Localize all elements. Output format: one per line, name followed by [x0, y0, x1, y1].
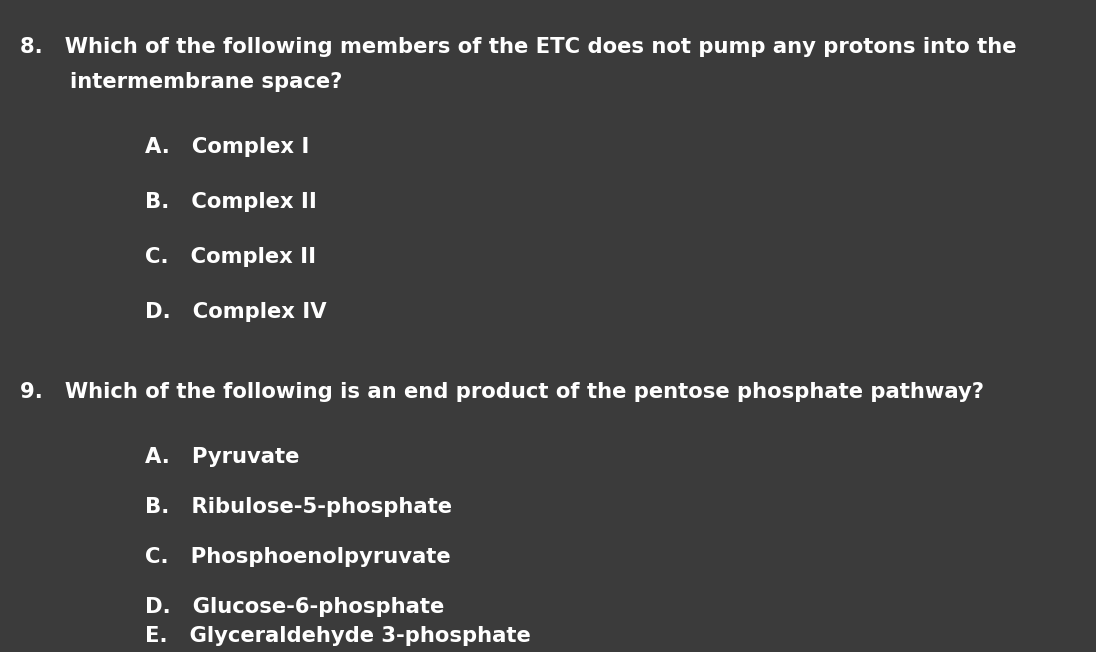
- Text: D.   Complex IV: D. Complex IV: [145, 302, 327, 322]
- Text: 9.   Which of the following is an end product of the pentose phosphate pathway?: 9. Which of the following is an end prod…: [20, 382, 984, 402]
- Text: C.   Phosphoenolpyruvate: C. Phosphoenolpyruvate: [145, 547, 450, 567]
- Text: E.   Glyceraldehyde 3-phosphate: E. Glyceraldehyde 3-phosphate: [145, 626, 530, 646]
- Text: C.   Complex II: C. Complex II: [145, 247, 316, 267]
- Text: B.   Complex II: B. Complex II: [145, 192, 317, 212]
- Text: 8.   Which of the following members of the ETC does not pump any protons into th: 8. Which of the following members of the…: [20, 37, 1016, 57]
- Text: B.   Ribulose-5-phosphate: B. Ribulose-5-phosphate: [145, 497, 452, 517]
- Text: intermembrane space?: intermembrane space?: [70, 72, 342, 92]
- Text: A.   Complex I: A. Complex I: [145, 137, 309, 157]
- Text: A.   Pyruvate: A. Pyruvate: [145, 447, 299, 467]
- Text: D.   Glucose-6-phosphate: D. Glucose-6-phosphate: [145, 597, 444, 617]
